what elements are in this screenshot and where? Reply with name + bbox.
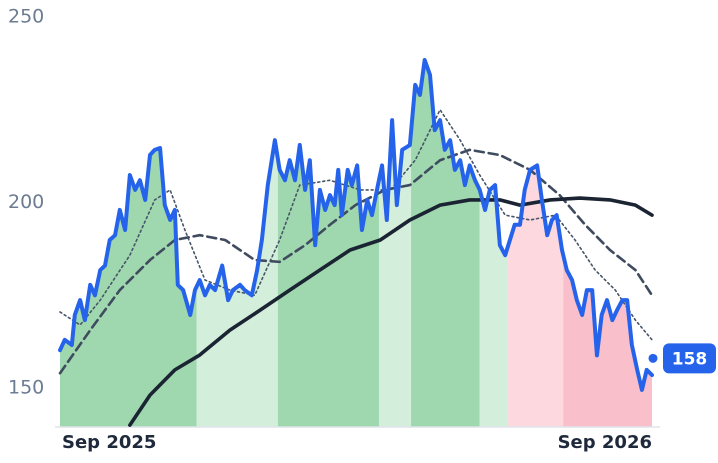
last-value-dot [648,353,658,363]
region-area [277,145,380,427]
series-line [59,108,653,341]
last-value-badge [663,343,716,374]
region-area [60,147,197,427]
last-value-label: 158 [672,349,708,369]
y-tick-label: 200 [8,191,44,213]
region-area [379,120,412,427]
region-area [411,60,480,427]
series-line [58,58,654,392]
y-tick-label: 150 [8,377,44,399]
x-tick-label: Sep 2025 [62,432,156,453]
series-line [128,196,654,427]
region-area [196,140,278,427]
y-tick-label: 250 [8,6,44,28]
series-line [58,148,654,375]
x-tick-label: Sep 2026 [558,432,652,453]
region-area [479,185,509,427]
